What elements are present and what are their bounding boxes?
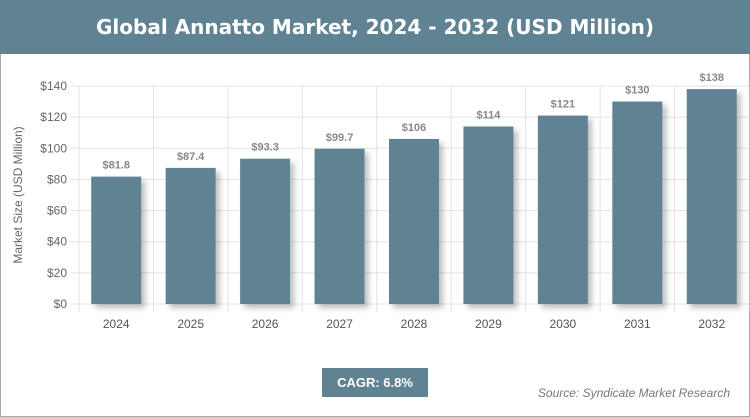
bar bbox=[240, 158, 291, 304]
data-label: $81.8 bbox=[102, 160, 130, 172]
y-axis-label: Market Size (USD Million) bbox=[11, 126, 25, 263]
data-label: $99.7 bbox=[326, 132, 354, 144]
x-tick-label: 2028 bbox=[401, 317, 428, 331]
bar bbox=[165, 167, 216, 304]
data-label: $93.3 bbox=[251, 142, 279, 154]
bar bbox=[537, 115, 588, 304]
data-label: $114 bbox=[477, 109, 502, 121]
y-tick-label: $100 bbox=[40, 141, 67, 155]
source-note: Source: Syndicate Market Research bbox=[537, 386, 730, 400]
bar bbox=[686, 89, 737, 304]
data-label: $87.4 bbox=[177, 151, 205, 163]
bar bbox=[91, 176, 142, 304]
x-tick-label: 2029 bbox=[475, 317, 502, 331]
y-tick-label: $120 bbox=[40, 110, 67, 124]
bar bbox=[389, 138, 439, 304]
x-tick-label: 2027 bbox=[326, 317, 353, 331]
cagr-badge: CAGR: 6.8% bbox=[322, 368, 428, 397]
y-tick-label: $140 bbox=[40, 79, 67, 93]
y-tick-label: $80 bbox=[47, 172, 67, 186]
x-tick-label: 2024 bbox=[103, 317, 130, 331]
y-tick-label: $20 bbox=[47, 266, 67, 280]
y-tick-label: $60 bbox=[47, 204, 67, 218]
y-tick-label: $40 bbox=[47, 235, 67, 249]
x-tick-label: 2030 bbox=[550, 317, 577, 331]
y-tick-label: $0 bbox=[54, 297, 68, 311]
x-tick-label: 2025 bbox=[177, 317, 204, 331]
bar bbox=[612, 101, 663, 304]
chart-title: Global Annatto Market, 2024 - 2032 (USD … bbox=[0, 0, 750, 54]
data-label: $138 bbox=[700, 72, 724, 84]
bar bbox=[463, 126, 514, 304]
x-tick-label: 2031 bbox=[624, 317, 651, 331]
bar bbox=[314, 148, 365, 304]
data-label: $130 bbox=[625, 85, 649, 97]
data-label: $106 bbox=[402, 122, 426, 134]
x-tick-label: 2026 bbox=[252, 317, 279, 331]
data-label: $121 bbox=[551, 99, 575, 111]
x-tick-label: 2032 bbox=[698, 317, 725, 331]
